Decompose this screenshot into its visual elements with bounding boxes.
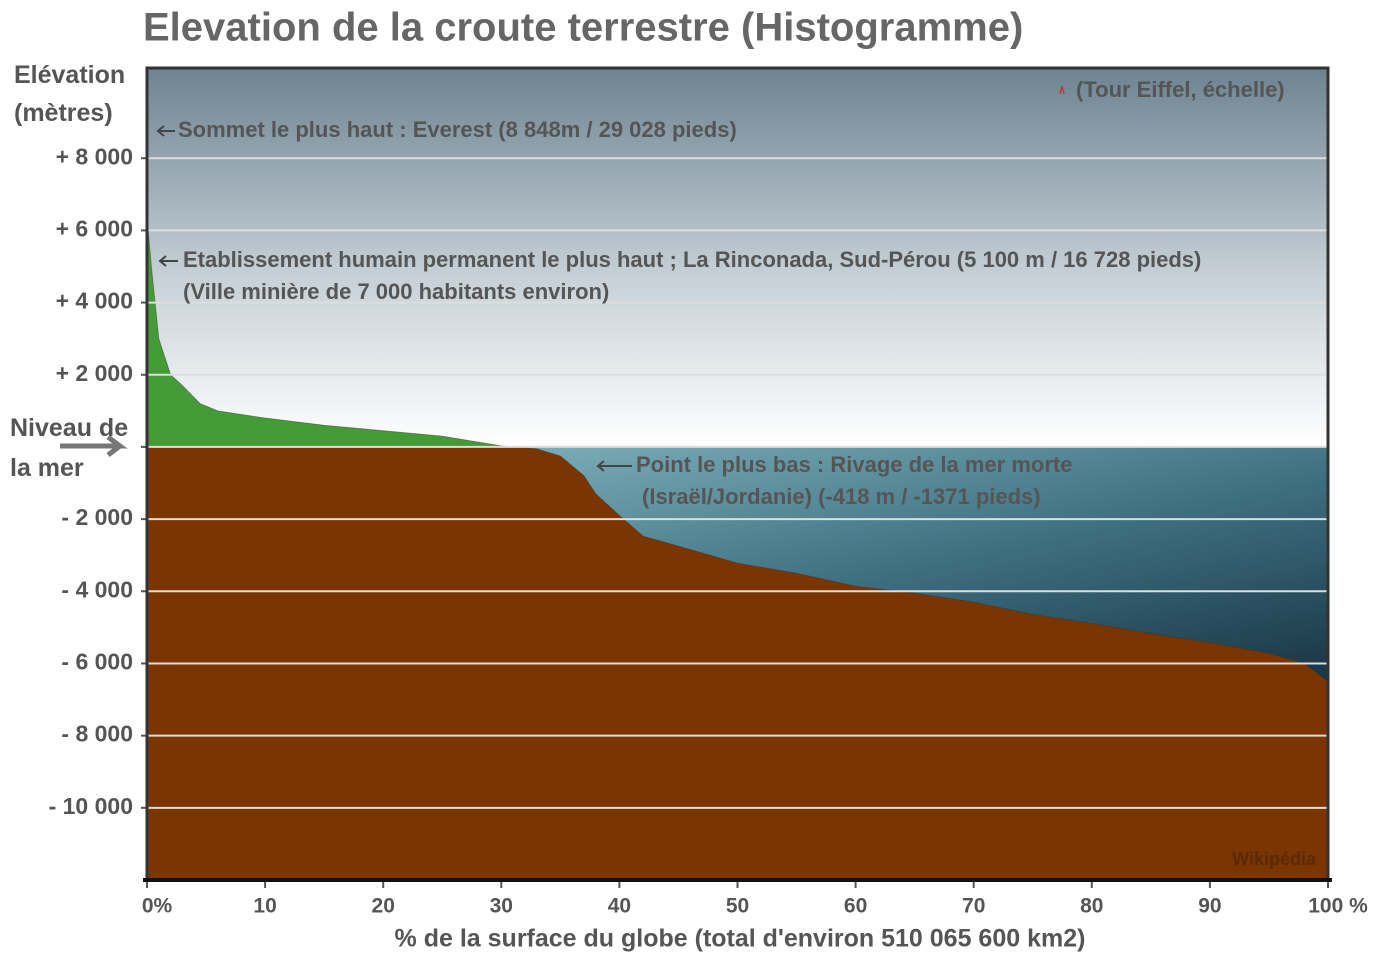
- x-axis-label: % de la surface du globe (total d'enviro…: [395, 925, 1086, 953]
- y-tick-label: + 4 000: [56, 288, 133, 314]
- chart-title: Elevation de la croute terrestre (Histog…: [143, 6, 1023, 50]
- annotation: Etablissement humain permanent le plus h…: [183, 247, 1201, 272]
- x-tick-label: 10: [253, 895, 276, 918]
- y-tick-label: + 6 000: [56, 215, 133, 241]
- x-tick-label: 50: [726, 895, 749, 918]
- x-tick-label: 60: [844, 895, 867, 918]
- y-tick-label: - 8 000: [61, 721, 133, 747]
- annotation: Point le plus bas : Rivage de la mer mor…: [636, 452, 1072, 477]
- x-tick-label: 30: [490, 895, 513, 918]
- annotation: (Tour Eiffel, échelle): [1076, 77, 1285, 102]
- y-tick-label: + 2 000: [56, 360, 133, 386]
- credit: Wikipédia: [1232, 849, 1317, 869]
- y-axis-label: Elévation (mètres): [14, 61, 126, 127]
- x-tick-label: 0%: [142, 895, 173, 918]
- annotation: (Israël/Jordanie) (-418 m / -1371 pieds): [642, 484, 1041, 509]
- annotation-arrow: [158, 255, 178, 267]
- annotation-arrow: [596, 460, 632, 472]
- y-tick-label: + 8 000: [56, 143, 133, 169]
- x-tick-label: 80: [1080, 895, 1103, 918]
- eiffel-icon: [1059, 85, 1065, 95]
- y-tick-label: Niveau de la mer: [10, 414, 129, 482]
- y-tick-label: - 4 000: [61, 576, 133, 602]
- background: [141, 66, 1332, 888]
- x-tick-label: 90: [1198, 895, 1221, 918]
- annotation: Sommet le plus haut : Everest (8 848m / …: [178, 117, 737, 142]
- sky: [147, 68, 1328, 447]
- hypsometric-curve: [146, 127, 1329, 682]
- x-tick-label: 20: [372, 895, 395, 918]
- annotation-arrow: [156, 125, 175, 137]
- x-tick-label: 70: [962, 895, 985, 918]
- sea-level-arrow: [60, 435, 128, 457]
- y-tick-label: - 6 000: [61, 649, 133, 675]
- x-tick-label: 100 %: [1308, 895, 1368, 918]
- y-tick-label: - 2 000: [61, 504, 133, 530]
- annotation: (Ville minière de 7 000 habitants enviro…: [183, 279, 609, 304]
- y-tick-label: - 10 000: [49, 793, 133, 819]
- x-tick-label: 40: [608, 895, 631, 918]
